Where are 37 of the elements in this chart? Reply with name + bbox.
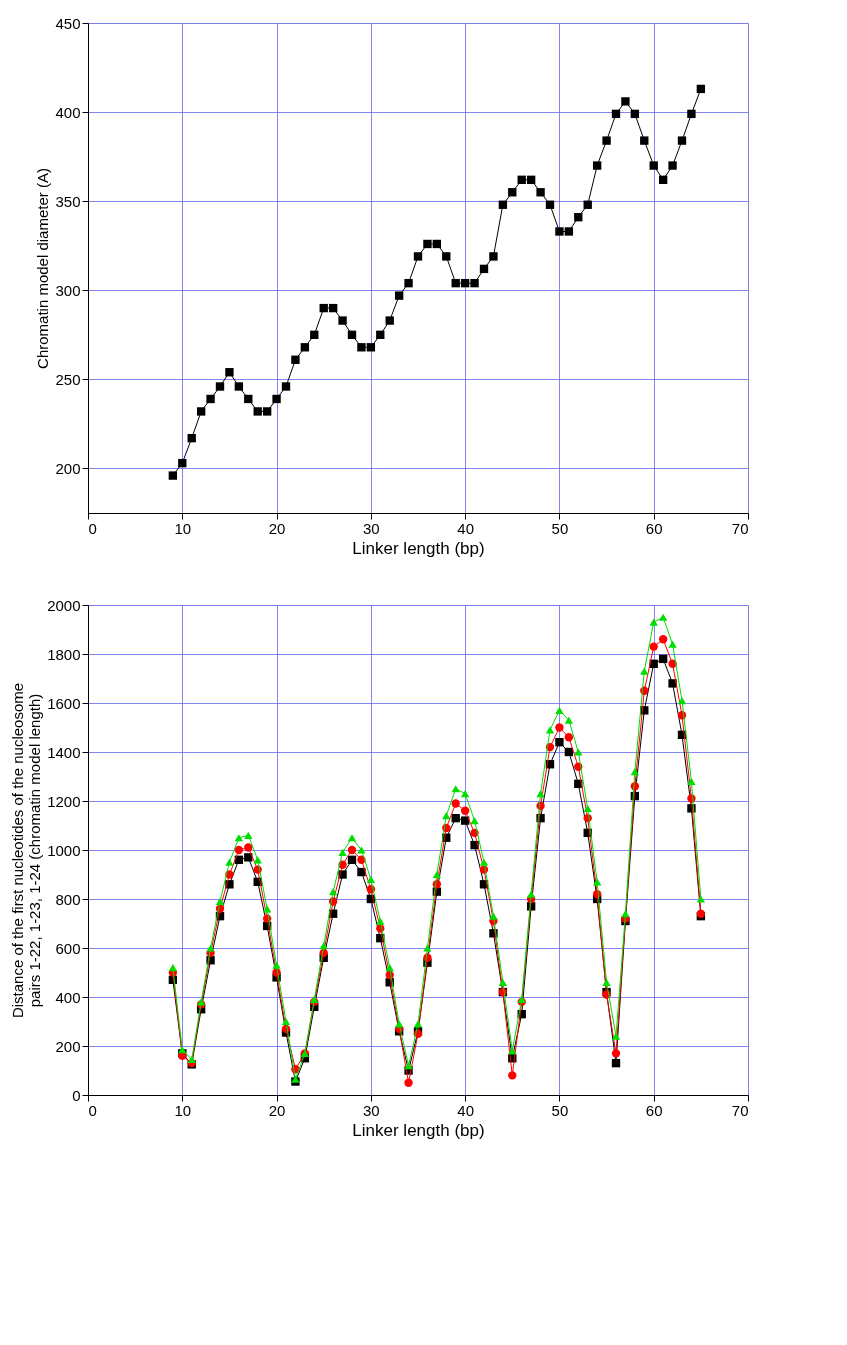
- x-tick-label: 10: [174, 519, 192, 537]
- y-tick-label: 1800: [47, 645, 81, 663]
- y-tick-label: 300: [55, 281, 81, 299]
- x-axis-title: Linker length (bp): [352, 538, 485, 558]
- x-tick-label: 0: [88, 1101, 97, 1119]
- x-tick-label: 20: [268, 1101, 286, 1119]
- x-tick-label: 60: [645, 1101, 663, 1119]
- y-tick-label: 1600: [47, 694, 81, 712]
- x-tick-label: 70: [731, 519, 749, 537]
- x-tick-label: 30: [363, 1101, 380, 1119]
- y-tick-label: 2000: [47, 596, 81, 614]
- x-tick-label: 40: [457, 519, 474, 537]
- y-tick-label: 800: [55, 890, 81, 908]
- x-tick-label: 10: [174, 1101, 192, 1119]
- y-tick-label: 400: [55, 103, 81, 121]
- x-tick-label: 40: [457, 1101, 474, 1119]
- x-tick-label: 20: [268, 519, 286, 537]
- y-axis-title: Distance of the first nucleotides of the nucleosome pairs 1-22, 1-23, 1-24 (chromatin model length): [9, 682, 44, 1019]
- y-tick-label: 1400: [47, 743, 81, 761]
- y-tick-label: 200: [55, 459, 81, 477]
- y-tick-label: 1200: [47, 792, 81, 810]
- y-tick-label: 400: [55, 988, 81, 1006]
- x-tick-label: 30: [363, 519, 380, 537]
- x-axis-title: Linker length (bp): [352, 1120, 485, 1140]
- y-tick-label: 450: [55, 14, 81, 32]
- y-tick-label: 350: [55, 192, 81, 210]
- y-tick-label: 200: [55, 1037, 81, 1055]
- x-tick-label: 60: [645, 519, 663, 537]
- x-tick-label: 70: [731, 1101, 749, 1119]
- y-axis-title: Chromatin model diameter (A): [34, 168, 52, 369]
- x-tick-label: 50: [551, 519, 569, 537]
- y-tick-label: 1000: [47, 841, 81, 859]
- y-tick-label: 250: [55, 370, 81, 388]
- y-tick-label: 0: [72, 1086, 81, 1104]
- y-tick-label: 600: [55, 939, 81, 957]
- x-tick-label: 0: [88, 519, 97, 537]
- x-tick-label: 50: [551, 1101, 569, 1119]
